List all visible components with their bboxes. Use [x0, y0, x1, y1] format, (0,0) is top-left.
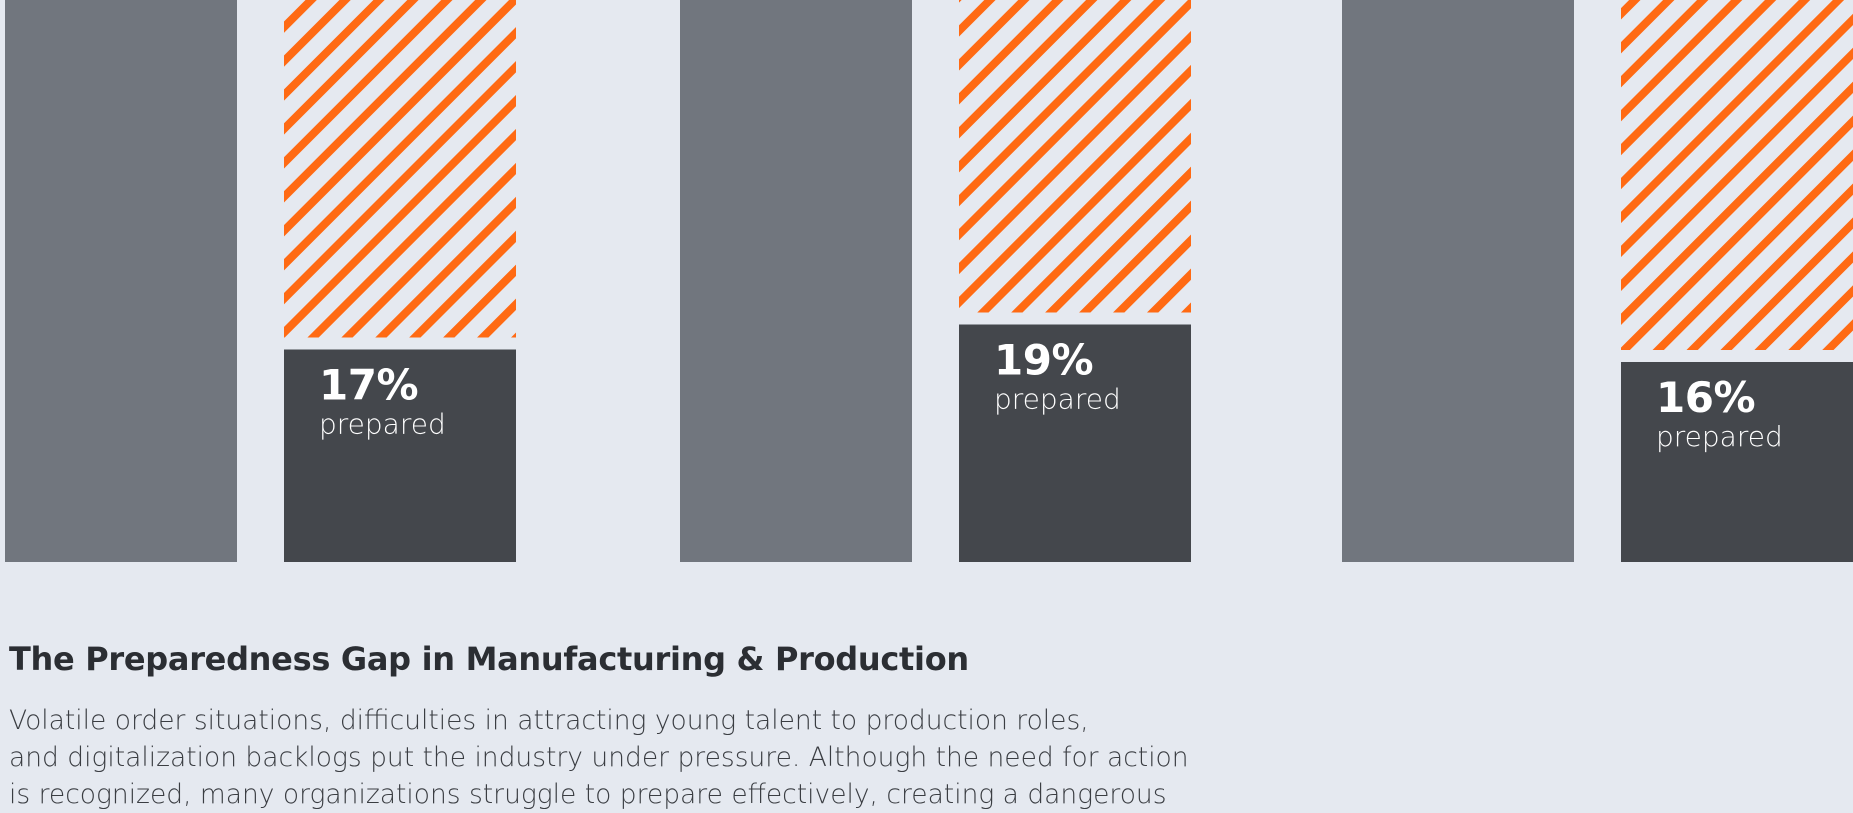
- prepared-value-label: 19%: [994, 336, 1093, 385]
- prepared-word-label: prepared: [319, 408, 446, 441]
- challenge-bar: [1342, 0, 1574, 562]
- prepared-value-label: 16%: [1656, 373, 1755, 422]
- gap-segment: [959, 0, 1191, 313]
- challenge-bar: [5, 0, 237, 562]
- prepared-word-label: prepared: [994, 383, 1121, 416]
- chart-description: Volatile order situations, difficulties …: [9, 702, 1249, 813]
- prepared-value-label: 17%: [319, 361, 418, 410]
- gap-segment: [1621, 0, 1853, 350]
- description-line: is recognized, many organizations strugg…: [9, 779, 1167, 810]
- prepared-bar: [284, 349, 516, 562]
- prepared-word-label: prepared: [1656, 420, 1783, 453]
- description-line: and digitalization backlogs put the indu…: [9, 742, 1189, 773]
- description-line: Volatile order situations, difficulties …: [9, 705, 1089, 736]
- challenge-bar: [680, 0, 912, 562]
- prepared-bar: [959, 324, 1191, 562]
- gap-segment: [284, 0, 516, 338]
- prepared-bar: [1621, 362, 1853, 562]
- chart-heading: The Preparedness Gap in Manufacturing & …: [9, 640, 969, 678]
